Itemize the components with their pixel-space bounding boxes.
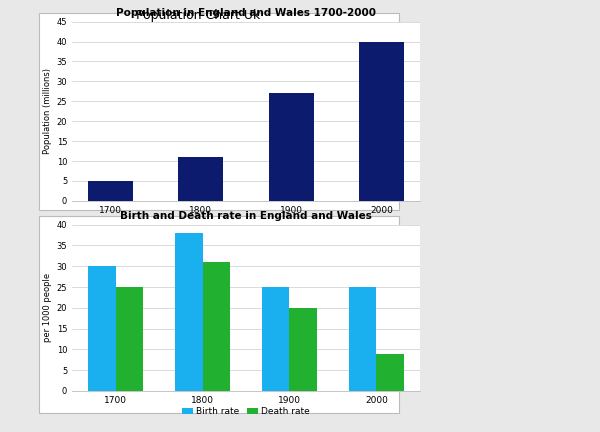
Bar <box>269 93 314 201</box>
Title: Birth and Death rate in England and Wales: Birth and Death rate in England and Wale… <box>120 211 372 221</box>
Bar <box>88 266 116 391</box>
Text: Population Chart Uk: Population Chart Uk <box>136 9 260 22</box>
Bar <box>359 41 404 201</box>
Bar <box>116 287 143 391</box>
Legend: Birth rate, Death rate: Birth rate, Death rate <box>178 403 314 420</box>
Bar <box>88 181 133 201</box>
Title: Population in England and Wales 1700-2000: Population in England and Wales 1700-200… <box>116 8 376 18</box>
Y-axis label: per 1000 people: per 1000 people <box>43 273 52 343</box>
Bar <box>376 353 404 391</box>
Bar <box>349 287 376 391</box>
Bar <box>178 157 223 201</box>
Y-axis label: Population (millions): Population (millions) <box>43 68 52 154</box>
Bar <box>203 262 230 391</box>
Bar <box>175 233 203 391</box>
Bar <box>289 308 317 391</box>
Bar <box>262 287 289 391</box>
